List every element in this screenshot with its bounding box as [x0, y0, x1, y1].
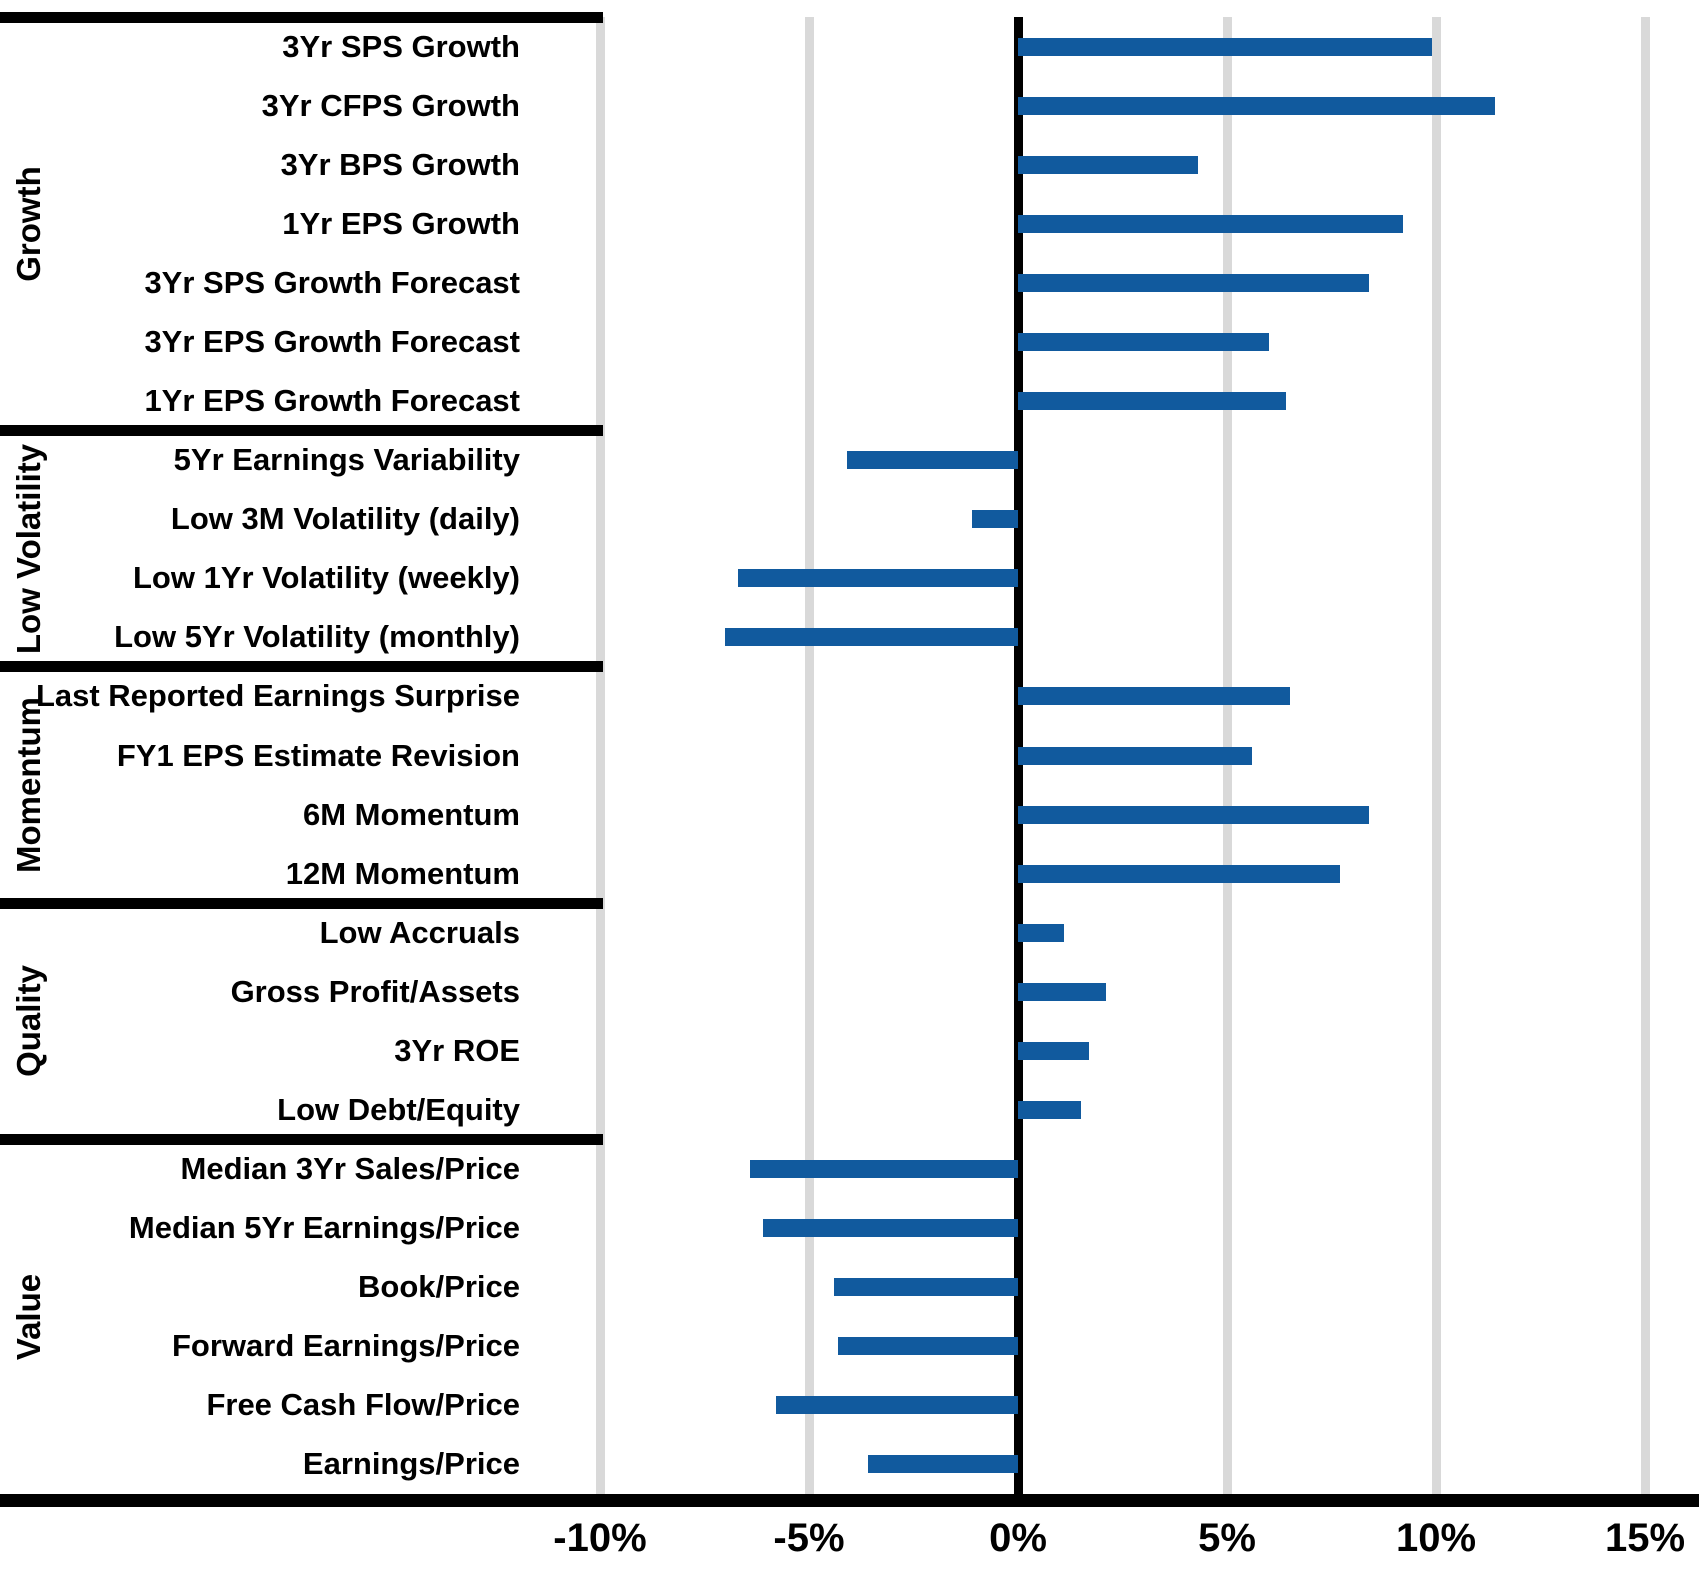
factor-label: Earnings/Price — [302, 1446, 520, 1482]
factor-label: Low 5Yr Volatility (monthly) — [114, 619, 520, 655]
bar — [750, 1160, 1018, 1179]
x-tick-label: 0% — [989, 1516, 1047, 1560]
bar — [725, 628, 1018, 647]
bar — [1018, 746, 1253, 765]
group-divider — [0, 897, 603, 909]
bar — [763, 1219, 1018, 1238]
group-divider — [0, 11, 603, 23]
factor-label: Median 3Yr Sales/Price — [180, 1151, 520, 1187]
bar — [1018, 805, 1370, 824]
group-label: Low Volatility — [10, 443, 47, 654]
x-tick-label: 5% — [1198, 1516, 1256, 1560]
gridline — [804, 17, 814, 1494]
factor-label: 3Yr SPS Growth — [282, 28, 520, 64]
bar — [972, 510, 1018, 529]
factor-label: 3Yr SPS Growth Forecast — [144, 264, 520, 300]
group-label: Momentum — [10, 697, 47, 874]
bar — [867, 1455, 1018, 1474]
bar — [737, 569, 1018, 588]
bar — [838, 1337, 1018, 1356]
factor-label: 1Yr EPS Growth Forecast — [144, 383, 520, 419]
gridline — [1640, 17, 1650, 1494]
factor-label: Gross Profit/Assets — [230, 973, 520, 1009]
factor-label: 6M Momentum — [303, 796, 520, 832]
bar — [1018, 37, 1432, 56]
factor-label: Last Reported Earnings Surprise — [35, 678, 520, 714]
factor-label: 3Yr BPS Growth — [280, 146, 520, 182]
x-tick-label: 15% — [1604, 1516, 1686, 1560]
factor-label: 3Yr CFPS Growth — [261, 87, 520, 123]
factor-label: Low Debt/Equity — [277, 1091, 520, 1127]
factor-label: 1Yr EPS Growth — [282, 205, 520, 241]
bar — [1018, 155, 1198, 174]
bar — [775, 1396, 1018, 1415]
bar — [1018, 332, 1269, 351]
factor-label: FY1 EPS Estimate Revision — [116, 737, 520, 773]
bar — [1018, 96, 1495, 115]
bar — [1018, 273, 1370, 292]
factor-label: Forward Earnings/Price — [172, 1328, 520, 1364]
group-divider — [0, 661, 603, 673]
bar — [1018, 1041, 1090, 1060]
group-divider — [0, 425, 603, 437]
factor-label: 5Yr Earnings Variability — [173, 442, 520, 478]
bar — [846, 451, 1018, 470]
x-tick-label: -5% — [773, 1516, 845, 1560]
factor-label: Free Cash Flow/Price — [206, 1387, 520, 1423]
bar — [1018, 687, 1290, 706]
bar — [1018, 923, 1064, 942]
x-tick-label: 10% — [1395, 1516, 1477, 1560]
x-tick-label: -10% — [553, 1516, 647, 1560]
factor-label: Median 5Yr Earnings/Price — [128, 1210, 520, 1246]
x-axis-line — [0, 1494, 1699, 1507]
factor-label: Low Accruals — [319, 914, 520, 950]
gridline — [595, 17, 605, 1494]
bar — [1018, 982, 1106, 1001]
bar — [1018, 864, 1340, 883]
bar — [1018, 392, 1286, 411]
gridline — [1431, 17, 1441, 1494]
factor-label: Low 3M Volatility (daily) — [170, 501, 520, 537]
factor-label: Book/Price — [358, 1269, 520, 1305]
factor-label: 3Yr EPS Growth Forecast — [144, 323, 520, 359]
bar — [1018, 1100, 1081, 1119]
factor-label: Low 1Yr Volatility (weekly) — [132, 560, 520, 596]
factor-label: 3Yr ROE — [394, 1032, 520, 1068]
group-divider — [0, 1134, 603, 1146]
bar — [1018, 214, 1403, 233]
group-label: Value — [10, 1273, 47, 1360]
group-label: Growth — [10, 166, 47, 282]
group-label: Quality — [10, 965, 47, 1078]
factor-label: 12M Momentum — [285, 855, 520, 891]
bar — [834, 1278, 1018, 1297]
